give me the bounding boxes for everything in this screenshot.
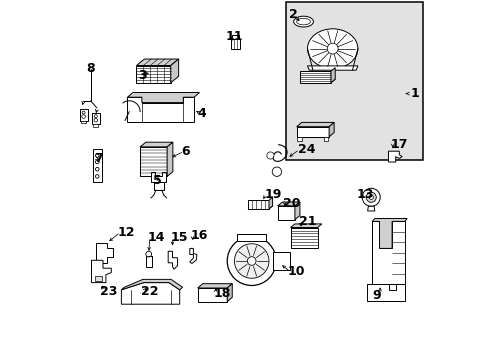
Ellipse shape: [307, 29, 357, 68]
Circle shape: [95, 167, 99, 171]
Polygon shape: [290, 228, 317, 248]
Polygon shape: [277, 206, 294, 220]
Text: 19: 19: [264, 188, 281, 201]
Polygon shape: [300, 71, 330, 83]
Circle shape: [266, 152, 273, 159]
Circle shape: [227, 237, 276, 285]
Polygon shape: [296, 127, 328, 137]
Circle shape: [95, 175, 99, 178]
Polygon shape: [136, 66, 170, 83]
Polygon shape: [167, 142, 172, 176]
Text: 21: 21: [298, 215, 315, 228]
Polygon shape: [371, 219, 407, 248]
Text: 15: 15: [170, 231, 188, 244]
Polygon shape: [136, 59, 178, 66]
Text: 18: 18: [213, 287, 231, 300]
Polygon shape: [230, 39, 240, 49]
Polygon shape: [330, 68, 335, 83]
Polygon shape: [81, 121, 86, 123]
Text: 3: 3: [138, 69, 146, 82]
Text: 9: 9: [371, 289, 380, 302]
Polygon shape: [91, 260, 111, 283]
Circle shape: [94, 118, 98, 122]
Polygon shape: [80, 109, 87, 121]
Text: 14: 14: [147, 231, 164, 244]
Polygon shape: [170, 59, 178, 83]
Polygon shape: [277, 202, 299, 206]
Text: 16: 16: [190, 229, 207, 242]
Bar: [272, 252, 289, 270]
Polygon shape: [96, 243, 113, 263]
Polygon shape: [324, 137, 328, 141]
Polygon shape: [296, 122, 333, 127]
Text: 23: 23: [101, 285, 118, 298]
Polygon shape: [127, 93, 199, 103]
Circle shape: [247, 257, 256, 265]
Polygon shape: [168, 251, 177, 269]
Text: 2: 2: [289, 8, 298, 21]
Polygon shape: [92, 149, 102, 182]
Polygon shape: [247, 206, 272, 209]
Circle shape: [81, 115, 85, 118]
Ellipse shape: [293, 16, 313, 27]
Circle shape: [326, 43, 337, 54]
Polygon shape: [197, 288, 227, 302]
Polygon shape: [268, 197, 272, 209]
Circle shape: [272, 167, 281, 176]
Circle shape: [368, 195, 373, 199]
Text: 24: 24: [297, 143, 315, 156]
Polygon shape: [247, 200, 268, 209]
Polygon shape: [140, 147, 167, 176]
Text: 17: 17: [389, 138, 407, 150]
Text: 1: 1: [409, 87, 418, 100]
Bar: [145, 256, 151, 267]
Polygon shape: [307, 66, 357, 70]
Polygon shape: [95, 276, 102, 281]
Polygon shape: [153, 182, 163, 190]
Polygon shape: [121, 283, 179, 304]
Text: 4: 4: [197, 107, 206, 120]
Text: 7: 7: [94, 152, 102, 165]
Text: 10: 10: [287, 265, 305, 278]
Circle shape: [95, 160, 99, 164]
Polygon shape: [294, 202, 299, 220]
Text: 22: 22: [141, 285, 158, 298]
Polygon shape: [366, 284, 404, 301]
Bar: [285, 2, 422, 160]
Circle shape: [82, 111, 85, 114]
Polygon shape: [227, 284, 232, 302]
Polygon shape: [290, 224, 321, 228]
Polygon shape: [387, 151, 401, 162]
Circle shape: [366, 192, 375, 202]
Circle shape: [95, 154, 99, 157]
Polygon shape: [371, 221, 404, 284]
Text: 5: 5: [152, 174, 161, 186]
Circle shape: [145, 251, 151, 257]
Polygon shape: [328, 122, 333, 137]
Polygon shape: [140, 142, 172, 147]
Polygon shape: [151, 172, 166, 182]
Polygon shape: [367, 206, 374, 211]
Polygon shape: [232, 35, 238, 39]
Polygon shape: [297, 137, 301, 141]
Polygon shape: [300, 79, 335, 83]
Text: 11: 11: [225, 30, 243, 42]
Polygon shape: [93, 124, 98, 127]
Text: 13: 13: [355, 188, 373, 201]
Polygon shape: [92, 113, 100, 124]
Polygon shape: [127, 97, 194, 122]
Text: 8: 8: [86, 62, 95, 75]
Text: 20: 20: [283, 197, 300, 210]
Polygon shape: [189, 248, 197, 264]
Text: 6: 6: [181, 145, 190, 158]
Polygon shape: [197, 284, 232, 288]
Circle shape: [94, 115, 97, 118]
Circle shape: [362, 188, 380, 206]
Text: 12: 12: [118, 226, 135, 239]
Circle shape: [234, 244, 268, 278]
Polygon shape: [121, 279, 182, 290]
Ellipse shape: [296, 18, 310, 25]
Polygon shape: [237, 234, 265, 241]
